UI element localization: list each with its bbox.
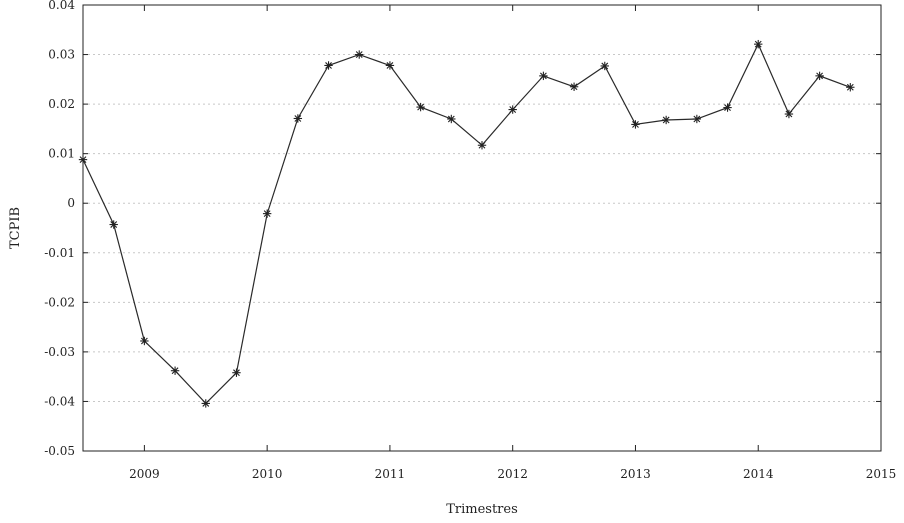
y-tick-label: -0.05 xyxy=(44,444,75,458)
y-tick-label: -0.03 xyxy=(44,345,75,359)
data-point xyxy=(815,71,824,81)
data-point xyxy=(78,155,88,164)
data-point xyxy=(416,102,425,112)
data-point xyxy=(631,120,640,129)
x-tick-label: 2011 xyxy=(375,467,406,481)
x-axis-title: Trimestres xyxy=(446,502,518,517)
data-point xyxy=(508,105,517,114)
y-axis-title: TCPIB xyxy=(8,207,23,249)
data-point xyxy=(293,114,303,123)
tick-labels: -0.05 -0.04 -0.03 -0.02 -0.01 0 0.01 0.02 0.03 0.… xyxy=(44,0,896,481)
data-point xyxy=(692,114,702,124)
data-point xyxy=(232,368,241,377)
data-point xyxy=(754,39,763,49)
x-tick-label: 2012 xyxy=(497,467,528,481)
x-tick-label: 2010 xyxy=(252,467,283,481)
data-point xyxy=(846,83,855,92)
data-point xyxy=(170,366,180,375)
y-tick-label: -0.02 xyxy=(44,295,75,309)
data-point xyxy=(324,61,333,70)
data-point xyxy=(539,71,548,81)
x-tick-label: 2013 xyxy=(620,467,651,481)
data-point xyxy=(262,209,272,218)
y-tick-label: -0.04 xyxy=(44,394,75,408)
series-line xyxy=(82,42,851,405)
data-point xyxy=(661,115,671,125)
plot-frame xyxy=(82,4,882,452)
y-tick-label: 0.02 xyxy=(48,97,75,111)
y-tick-label: 0 xyxy=(67,196,75,210)
y-tick-label: -0.01 xyxy=(44,246,75,260)
data-point xyxy=(784,109,794,119)
data-point xyxy=(201,399,210,408)
x-tick-label: 2009 xyxy=(129,467,160,481)
y-tick-label: 0.04 xyxy=(48,0,75,12)
data-point xyxy=(385,61,395,70)
grid-lines xyxy=(83,54,881,402)
data-point xyxy=(447,114,456,124)
data-point xyxy=(355,50,364,59)
x-tick-label: 2015 xyxy=(866,467,897,481)
data-point xyxy=(477,141,487,150)
y-tick-label: 0.01 xyxy=(48,147,75,161)
y-tick-label: 0.03 xyxy=(48,48,75,62)
data-point xyxy=(600,61,609,71)
data-point xyxy=(569,82,579,91)
axis-ticks xyxy=(83,4,882,452)
data-point xyxy=(140,336,149,346)
data-markers xyxy=(78,39,855,408)
data-point xyxy=(723,103,732,112)
x-tick-label: 2014 xyxy=(743,467,774,481)
data-point xyxy=(109,220,118,229)
